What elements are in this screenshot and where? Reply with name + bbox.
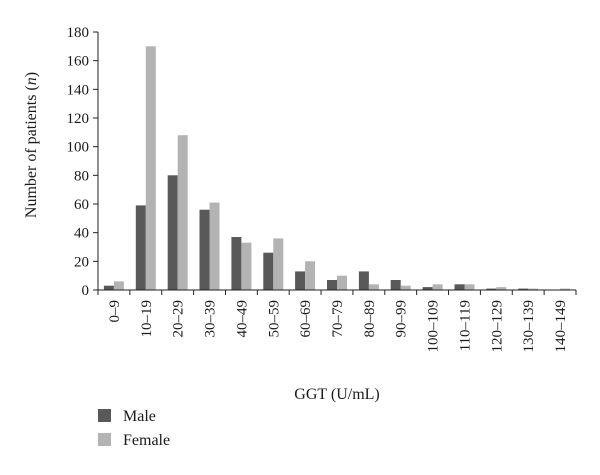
bars-layer	[103, 46, 571, 290]
y-axis-title-text: Number of patients (	[23, 85, 40, 218]
bar-male-2	[167, 175, 178, 290]
y-axis-title: Number of patients (n)	[23, 72, 40, 218]
y-tick-label-160: 160	[67, 54, 90, 70]
y-tick-label-100: 100	[67, 140, 90, 156]
y-tick-label-120: 120	[67, 111, 90, 127]
bar-male-3	[199, 209, 210, 290]
x-tick-label-1: 10–19	[139, 300, 155, 338]
bar-female-13	[528, 288, 539, 290]
bar-female-10	[432, 284, 443, 290]
bar-male-10	[422, 287, 433, 290]
bar-female-1	[145, 46, 156, 290]
x-tick-label-13: 130–139	[521, 300, 537, 353]
bar-male-0	[103, 285, 114, 290]
bar-female-14	[560, 288, 571, 290]
y-tick-label-60: 60	[74, 197, 89, 213]
bar-male-4	[231, 237, 242, 290]
legend-swatch-male	[98, 409, 111, 422]
y-tick-label-20: 20	[74, 254, 89, 270]
bar-female-5	[273, 238, 284, 290]
bar-male-9	[390, 280, 401, 290]
bar-female-8	[368, 284, 379, 290]
x-tick-label-5: 50–59	[266, 300, 282, 338]
x-axis-title: GGT (U/mL)	[294, 386, 379, 403]
legend-label-female: Female	[123, 432, 170, 449]
x-tick-label-8: 80–89	[362, 300, 378, 338]
bar-male-13	[518, 288, 529, 290]
x-tick-label-6: 60–69	[298, 300, 314, 338]
x-tick-label-0: 0–9	[107, 300, 123, 323]
bar-female-3	[209, 202, 220, 290]
axes-layer	[93, 31, 577, 295]
x-tick-label-12: 120–129	[489, 300, 505, 353]
bar-female-2	[177, 135, 188, 290]
bar-female-12	[496, 287, 507, 290]
legend-swatch-female	[98, 433, 111, 446]
y-tick-label-140: 140	[67, 82, 90, 98]
bar-female-11	[464, 284, 475, 290]
labels-layer: 0 20 40 60 80 100 120 140 160 180 0–9 10–19 20–29 30–…	[67, 25, 570, 353]
y-tick-label-180: 180	[67, 25, 90, 41]
x-tick-label-2: 20–29	[171, 300, 187, 338]
y-tick-label-80: 80	[74, 168, 89, 184]
bar-male-1	[135, 205, 146, 290]
x-tick-label-4: 40–49	[234, 300, 250, 338]
x-tick-label-11: 110–119	[458, 300, 474, 351]
y-axis-title-suffix: )	[23, 72, 40, 77]
legend: Male Female	[98, 408, 170, 449]
bar-male-12	[486, 288, 497, 290]
y-axis-title-italic: n	[23, 77, 40, 85]
x-tick-label-3: 30–39	[203, 300, 219, 338]
x-tick-label-14: 140–149	[553, 300, 569, 353]
bar-female-7	[337, 275, 347, 290]
x-tick-label-9: 90–99	[394, 300, 410, 338]
x-tick-label-7: 70–79	[330, 300, 346, 338]
legend-label-male: Male	[123, 408, 156, 425]
bar-female-0	[113, 281, 124, 290]
bar-male-11	[454, 284, 465, 290]
bar-male-8	[358, 271, 369, 290]
bar-female-6	[305, 261, 316, 290]
bar-male-6	[295, 271, 306, 290]
y-tick-label-0: 0	[82, 283, 90, 299]
bar-female-4	[241, 242, 252, 290]
bar-male-7	[327, 280, 337, 290]
bar-male-5	[263, 252, 274, 290]
x-tick-label-10: 100–109	[426, 300, 442, 353]
bar-female-9	[400, 285, 411, 290]
y-tick-label-40: 40	[74, 226, 89, 242]
